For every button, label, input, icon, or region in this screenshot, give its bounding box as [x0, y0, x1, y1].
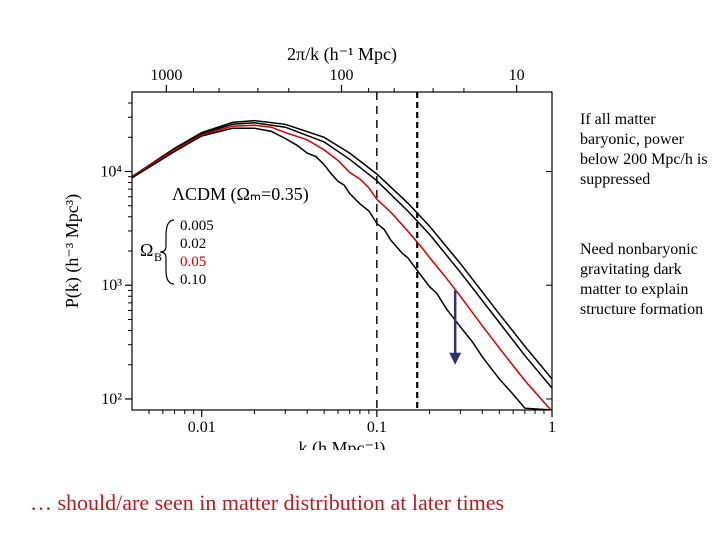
- svg-text:0.1: 0.1: [367, 419, 387, 436]
- svg-text:0.005: 0.005: [180, 218, 214, 234]
- svg-text:10: 10: [509, 67, 525, 84]
- chart-svg: 0.01 0.1 1 k (h Mpc⁻¹) 1000 100 10 2π/k (h⁻¹ Mp…: [60, 30, 570, 450]
- svg-text:ΛCDM (Ωₘ=0.35): ΛCDM (Ωₘ=0.35): [172, 184, 309, 205]
- caption-text: … should/are seen in matter distribution…: [30, 490, 504, 516]
- svg-text:0.05: 0.05: [180, 254, 206, 270]
- svg-text:1: 1: [548, 419, 556, 436]
- svg-text:0.02: 0.02: [180, 236, 206, 252]
- annotation-baryonic: If all matter baryonic, power below 200 …: [580, 110, 710, 190]
- svg-text:1000: 1000: [150, 67, 182, 84]
- svg-text:10⁴: 10⁴: [100, 164, 122, 181]
- annotation-dark-matter: Need nonbaryonic gravitating dark matter…: [580, 240, 710, 320]
- svg-text:2π/k (h⁻¹ Mpc): 2π/k (h⁻¹ Mpc): [287, 44, 397, 65]
- svg-text:P(k) (h⁻³ Mpc³): P(k) (h⁻³ Mpc³): [62, 194, 83, 308]
- svg-text:k (h Mpc⁻¹): k (h Mpc⁻¹): [299, 438, 386, 450]
- svg-text:10²: 10²: [101, 391, 122, 408]
- svg-text:10³: 10³: [101, 277, 122, 294]
- svg-text:0.10: 0.10: [180, 272, 206, 288]
- svg-text:100: 100: [330, 67, 354, 84]
- svg-text:Ω: Ω: [140, 240, 153, 260]
- power-spectrum-chart: 0.01 0.1 1 k (h Mpc⁻¹) 1000 100 10 2π/k (h⁻¹ Mp…: [60, 30, 570, 450]
- svg-text:0.01: 0.01: [188, 419, 216, 436]
